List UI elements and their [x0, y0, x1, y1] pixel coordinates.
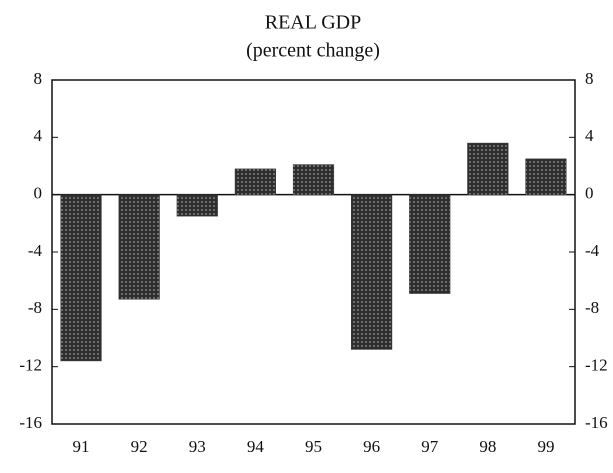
bar — [351, 194, 393, 350]
y2-tick-label: -12 — [585, 356, 608, 375]
chart-title: REAL GDP — [265, 12, 361, 34]
chart-subtitle: (percent change) — [246, 40, 380, 62]
x-tick-label: 92 — [131, 437, 148, 456]
y2-tick-label: 4 — [585, 126, 594, 145]
x-tick-label: 91 — [73, 437, 90, 456]
y2-tick-label: -4 — [585, 241, 600, 260]
x-tick-label: 98 — [479, 437, 496, 456]
y-tick-label: -16 — [19, 413, 42, 432]
y2-tick-label: 8 — [585, 69, 594, 88]
bar — [234, 168, 276, 195]
x-tick-label: 97 — [421, 437, 439, 456]
y-tick-label: 0 — [34, 184, 43, 203]
y-tick-label: 8 — [34, 69, 43, 88]
y-tick-label: -12 — [19, 356, 42, 375]
bar — [118, 194, 160, 300]
y2-tick-label: -8 — [585, 298, 599, 317]
y2-tick-label: -16 — [585, 413, 608, 432]
y-tick-label: 4 — [34, 126, 43, 145]
y-tick-label: -4 — [28, 241, 43, 260]
y2-tick-label: 0 — [585, 184, 594, 203]
y-tick-label: -8 — [28, 298, 42, 317]
bar — [525, 158, 567, 195]
x-tick-label: 99 — [537, 437, 554, 456]
bar — [292, 164, 335, 195]
x-tick-label: 96 — [363, 437, 380, 456]
x-tick-label: 95 — [305, 437, 322, 456]
x-tick-label: 93 — [189, 437, 206, 456]
bar — [176, 194, 218, 217]
x-tick-label: 94 — [247, 437, 265, 456]
bar — [60, 194, 102, 362]
bar — [467, 142, 509, 195]
bar — [409, 194, 451, 294]
